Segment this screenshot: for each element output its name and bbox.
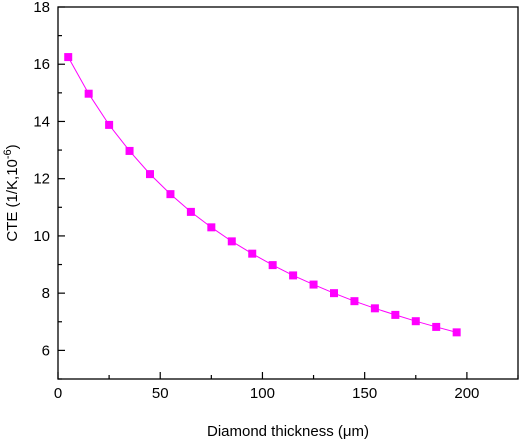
data-point <box>125 146 134 155</box>
data-point <box>370 304 379 313</box>
data-point <box>432 322 441 331</box>
data-point <box>248 249 257 258</box>
x-tick-label: 50 <box>152 385 169 402</box>
y-tick-label: 12 <box>33 171 50 188</box>
x-tick-label: 150 <box>352 385 377 402</box>
data-point <box>227 237 236 246</box>
y-tick-label: 14 <box>33 113 50 130</box>
y-tick-label: 18 <box>33 0 50 16</box>
data-point <box>146 170 154 179</box>
data-point <box>268 261 277 270</box>
tick-labels: 0 50 100 150 200 6 8 10 12 14 16 18 <box>33 0 479 402</box>
data-point <box>309 280 318 289</box>
y-axis-title: CTE (1/K,10-6) <box>2 144 21 241</box>
data-point <box>330 289 338 298</box>
data-point <box>166 190 175 199</box>
data-point <box>391 310 400 319</box>
x-tick-label: 0 <box>54 385 62 402</box>
x-tick-label: 100 <box>250 385 275 402</box>
y-tick-label: 8 <box>42 285 50 302</box>
data-point <box>452 328 461 337</box>
plot-area <box>64 53 461 337</box>
series-line <box>67 56 457 333</box>
y-axis-title-main: CTE (1/K,10 <box>4 159 21 242</box>
x-tick-label: 200 <box>454 385 479 402</box>
data-point <box>64 53 73 62</box>
y-tick-label: 16 <box>33 56 50 73</box>
data-point <box>186 207 195 216</box>
plot-frame <box>57 6 519 380</box>
data-point <box>289 271 298 280</box>
data-point <box>350 297 359 306</box>
axis-ticks <box>57 6 519 380</box>
x-axis-title: Diamond thickness (μm) <box>207 423 369 440</box>
y-axis-title-exponent: -6 <box>2 149 14 159</box>
y-tick-label: 10 <box>33 228 50 245</box>
data-point <box>105 120 114 129</box>
data-point <box>207 223 216 232</box>
y-axis-title-close: ) <box>4 144 21 149</box>
data-point <box>411 317 420 326</box>
data-point <box>84 89 93 98</box>
y-tick-label: 6 <box>42 342 50 359</box>
